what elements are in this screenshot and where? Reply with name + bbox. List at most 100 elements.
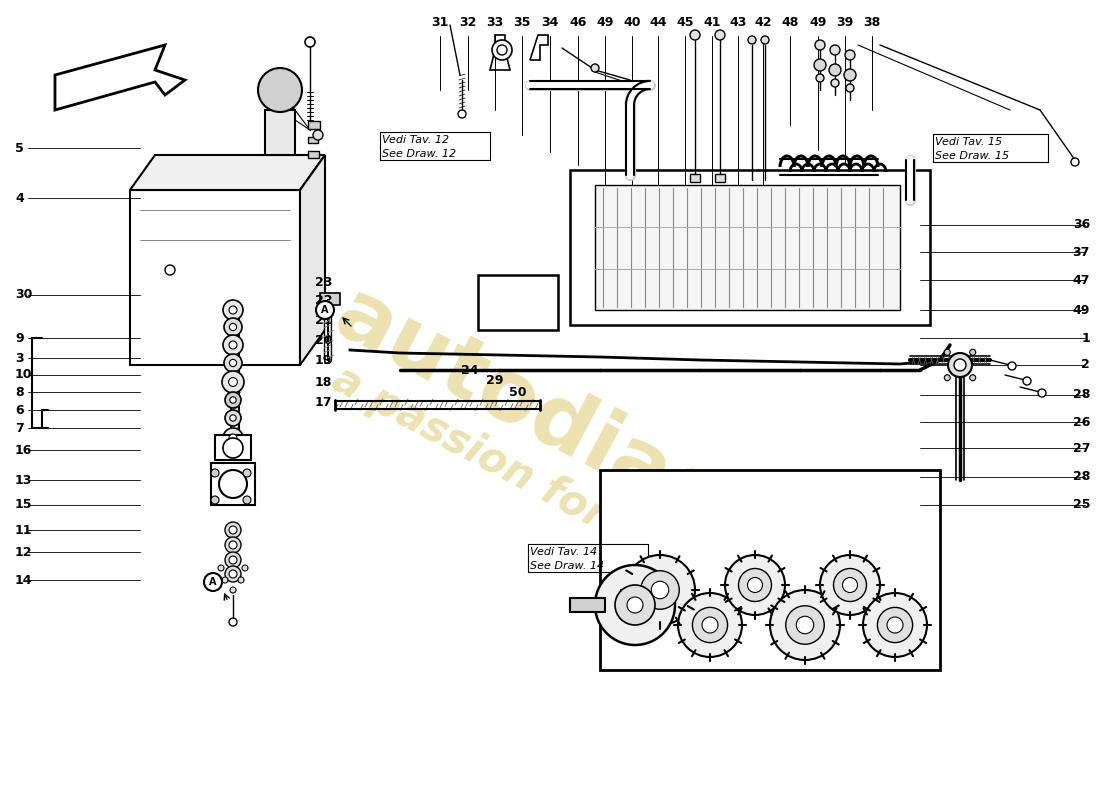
Circle shape [830, 79, 839, 87]
Circle shape [165, 265, 175, 275]
Text: 19: 19 [315, 354, 332, 366]
Text: Vedi Tav. 14: Vedi Tav. 14 [530, 547, 597, 557]
Circle shape [651, 582, 669, 598]
Text: 40: 40 [624, 15, 640, 29]
Text: 44: 44 [649, 15, 667, 29]
Circle shape [1071, 158, 1079, 166]
Circle shape [970, 374, 976, 381]
Text: 46: 46 [570, 15, 586, 29]
Circle shape [223, 428, 243, 448]
Circle shape [229, 556, 236, 564]
Circle shape [305, 37, 315, 47]
Text: 49: 49 [596, 15, 614, 29]
Text: 9: 9 [15, 331, 23, 345]
Circle shape [222, 371, 244, 393]
Circle shape [226, 537, 241, 553]
Circle shape [1038, 389, 1046, 397]
Circle shape [223, 335, 243, 355]
Circle shape [458, 110, 466, 118]
Text: Vedi Tav. 15: Vedi Tav. 15 [935, 137, 1002, 147]
Circle shape [816, 74, 824, 82]
Text: 42: 42 [755, 15, 772, 29]
Text: 24: 24 [461, 363, 478, 377]
Text: 28: 28 [1072, 470, 1090, 483]
Circle shape [229, 541, 236, 549]
Text: 4: 4 [15, 191, 24, 205]
Circle shape [229, 618, 236, 626]
Text: 28: 28 [1072, 389, 1090, 402]
Text: 41: 41 [703, 15, 720, 29]
Circle shape [230, 397, 236, 403]
Bar [320, 293, 340, 305]
Text: 23: 23 [315, 275, 332, 289]
Circle shape [229, 570, 236, 578]
Text: 33: 33 [486, 15, 504, 29]
Polygon shape [300, 155, 324, 365]
Bar [268, 95, 292, 110]
Text: 43: 43 [729, 15, 747, 29]
Circle shape [229, 378, 238, 386]
Circle shape [230, 414, 236, 421]
Bar [214, 435, 251, 460]
Circle shape [785, 606, 824, 644]
Circle shape [1008, 362, 1016, 370]
Circle shape [258, 68, 303, 112]
Text: 22: 22 [315, 294, 332, 306]
Text: 36: 36 [1072, 218, 1090, 231]
Circle shape [204, 573, 222, 591]
Circle shape [846, 84, 854, 92]
Text: 31: 31 [431, 15, 449, 29]
Circle shape [954, 359, 966, 371]
Text: Vedi Tav. 12: Vedi Tav. 12 [382, 135, 449, 145]
Text: 35: 35 [514, 15, 530, 29]
Polygon shape [490, 35, 510, 70]
Text: autodiag: autodiag [320, 272, 740, 548]
Bar [265, 110, 295, 155]
Text: 15: 15 [15, 498, 33, 511]
Text: A: A [321, 305, 329, 315]
Circle shape [770, 590, 840, 660]
Circle shape [690, 30, 700, 40]
Text: 18: 18 [315, 375, 332, 389]
Circle shape [843, 578, 858, 593]
Polygon shape [130, 190, 300, 365]
Circle shape [229, 526, 236, 534]
Circle shape [211, 496, 219, 504]
Circle shape [226, 410, 241, 426]
Text: 16: 16 [15, 443, 32, 457]
Text: 45: 45 [676, 15, 694, 29]
Text: 29: 29 [486, 374, 504, 386]
Circle shape [815, 40, 825, 50]
Text: 11: 11 [15, 523, 33, 537]
Text: 27: 27 [1072, 442, 1090, 454]
Circle shape [243, 469, 251, 477]
Circle shape [970, 350, 976, 355]
Text: a passion for parts: a passion for parts [326, 358, 735, 602]
Text: 7: 7 [15, 422, 24, 434]
Circle shape [497, 45, 507, 55]
Circle shape [226, 392, 241, 408]
Bar [690, 174, 700, 182]
Circle shape [243, 496, 251, 504]
Circle shape [229, 306, 236, 314]
Circle shape [224, 318, 242, 336]
Circle shape [238, 577, 244, 583]
Circle shape [834, 569, 867, 602]
Circle shape [845, 50, 855, 60]
Circle shape [226, 522, 241, 538]
Circle shape [229, 434, 236, 442]
Circle shape [948, 353, 972, 377]
Circle shape [814, 59, 826, 71]
Text: 6: 6 [15, 403, 23, 417]
Circle shape [715, 30, 725, 40]
Text: 32: 32 [460, 15, 476, 29]
Text: 50: 50 [509, 386, 527, 398]
Text: 26: 26 [1072, 415, 1090, 429]
Bar [211, 463, 255, 505]
Text: 10: 10 [15, 369, 33, 382]
Bar [308, 151, 319, 158]
Circle shape [830, 45, 840, 55]
Bar [478, 275, 558, 330]
Circle shape [211, 469, 219, 477]
Bar [715, 174, 725, 182]
